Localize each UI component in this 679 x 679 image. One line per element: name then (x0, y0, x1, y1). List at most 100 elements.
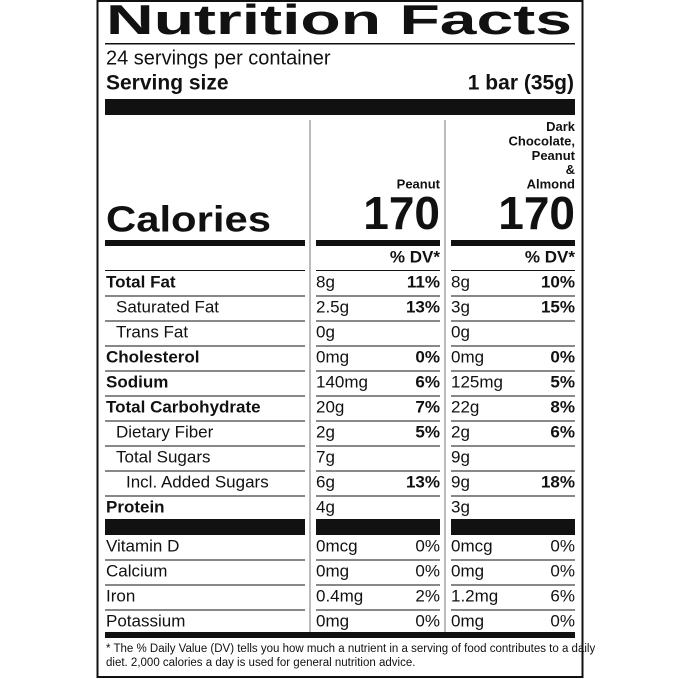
calories-label: Calories (106, 199, 271, 240)
rule (316, 470, 440, 472)
rule (105, 420, 305, 422)
daily-value: 0% (415, 611, 440, 630)
amount: 4g (316, 497, 335, 516)
amount: 0mg (316, 611, 349, 630)
footnote: diet. 2,000 calories a day is used for g… (106, 657, 415, 669)
nutrient-label: Dietary Fiber (116, 422, 214, 441)
rule (105, 320, 305, 322)
rule (105, 495, 305, 497)
daily-value: 10% (541, 272, 575, 291)
daily-value: 13% (406, 472, 440, 491)
nutrient-label: Potassium (106, 611, 185, 630)
daily-value: 0% (550, 611, 575, 630)
nutrient-label: Calcium (106, 561, 167, 580)
amount: 9g (451, 447, 470, 466)
nutrient-label: Total Carbohydrate (106, 397, 261, 416)
daily-value: 7% (415, 397, 440, 416)
rule (451, 370, 575, 372)
rule (451, 320, 575, 322)
rule (451, 609, 575, 611)
daily-value: 2% (415, 586, 440, 605)
daily-value: 0% (415, 347, 440, 366)
nutrient-label: Protein (106, 497, 165, 516)
rule (316, 584, 440, 586)
daily-value: 0% (415, 536, 440, 555)
rule (451, 295, 575, 297)
nutrient-label: Cholesterol (106, 347, 200, 366)
nutrient-label: Trans Fat (116, 322, 188, 341)
column-name: Chocolate, (509, 134, 575, 149)
amount: 0mg (316, 347, 349, 366)
rule (451, 519, 575, 535)
rule (316, 320, 440, 322)
column-name: Peanut (532, 148, 576, 163)
rule (451, 345, 575, 347)
serving-size-label: Serving size (106, 72, 229, 95)
amount: 0mg (451, 561, 484, 580)
rule (105, 519, 305, 535)
nutrient-label: Iron (106, 586, 135, 605)
rule (316, 609, 440, 611)
amount: 0g (316, 322, 335, 341)
rule (316, 370, 440, 372)
rule (316, 240, 440, 246)
daily-value: 0% (550, 561, 575, 580)
amount: 2.5g (316, 297, 349, 316)
rule (105, 559, 305, 561)
nutrient-label: Vitamin D (106, 536, 179, 555)
nutrient-label: Incl. Added Sugars (126, 472, 269, 491)
amount: 8g (451, 272, 470, 291)
amount: 0mg (316, 561, 349, 580)
rule (105, 240, 305, 246)
daily-value: 13% (406, 297, 440, 316)
rule (105, 270, 305, 271)
daily-value: 6% (550, 422, 575, 441)
rule (451, 420, 575, 422)
calories-value: 170 (363, 187, 440, 239)
rule (105, 395, 305, 397)
amount: 140mg (316, 372, 368, 391)
rule (451, 559, 575, 561)
daily-value: 15% (541, 297, 575, 316)
rule (316, 295, 440, 297)
dv-header: % DV* (390, 247, 440, 266)
daily-value: 6% (550, 586, 575, 605)
amount: 125mg (451, 372, 503, 391)
amount: 0g (451, 322, 470, 341)
rule (316, 519, 440, 535)
rule (451, 470, 575, 472)
daily-value: 11% (407, 272, 440, 291)
rule (105, 445, 305, 447)
column-name: Peanut (397, 176, 441, 191)
thick-rule (105, 632, 575, 638)
nutrient-label: Sodium (106, 372, 168, 391)
rule (105, 584, 305, 586)
amount: 1.2mg (451, 586, 498, 605)
rule (451, 495, 575, 497)
amount: 0mg (451, 611, 484, 630)
amount: 3g (451, 497, 470, 516)
rule (316, 445, 440, 447)
rule (451, 395, 575, 397)
column-name: & (566, 162, 575, 177)
daily-value: 5% (550, 372, 575, 391)
rule (316, 495, 440, 497)
rule (451, 240, 575, 246)
amount: 0mcg (451, 536, 493, 555)
rule (451, 270, 575, 271)
rule (105, 470, 305, 472)
daily-value: 0% (550, 347, 575, 366)
calories-value: 170 (498, 187, 575, 239)
column-name: Almond (527, 176, 575, 191)
rule (451, 445, 575, 447)
amount: 6g (316, 472, 335, 491)
daily-value: 18% (541, 472, 575, 491)
label-border (96, 0, 584, 678)
servings: 24 servings per container (106, 47, 331, 69)
amount: 2g (451, 422, 470, 441)
daily-value: 6% (415, 372, 440, 391)
rule (451, 584, 575, 586)
rule (105, 345, 305, 347)
amount: 7g (316, 447, 335, 466)
